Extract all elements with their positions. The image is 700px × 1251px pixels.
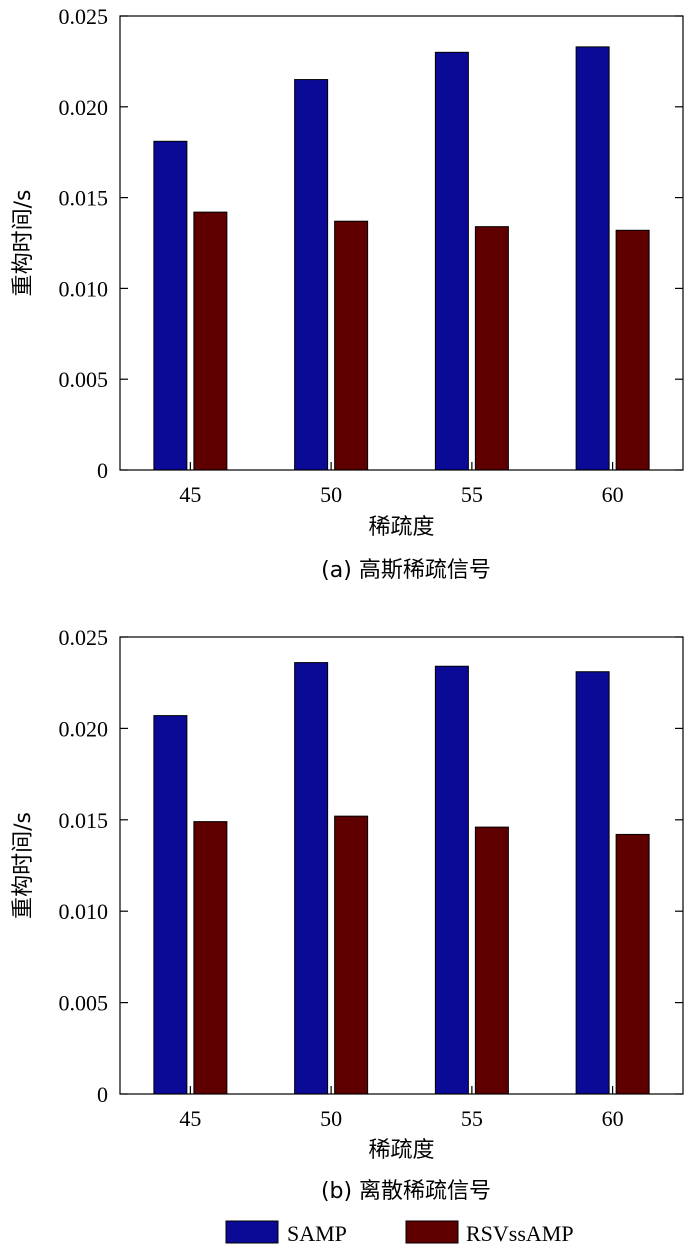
y-axis-title: 重构时间/s	[11, 812, 36, 919]
y-tick-label: 0.020	[59, 95, 109, 120]
plot-frame	[119, 636, 684, 1095]
bar-rsvssamp-60	[615, 229, 650, 471]
x-tick-label: 60	[602, 482, 624, 507]
y-tick-label: 0.015	[59, 808, 109, 833]
chart-a: 45 50 55 60 0 0.005 0.010 0.015 0.020 0.025 重构时间/…	[11, 4, 684, 583]
bar-rsvssamp-45	[193, 821, 228, 1095]
bar-rsvssamp-60	[615, 833, 650, 1095]
x-tick-label: 50	[320, 1106, 342, 1131]
x-axis-title: 稀疏度	[368, 515, 434, 540]
legend-swatch-samp	[225, 1220, 279, 1244]
legend: SAMP RSVssAMP	[225, 1220, 574, 1246]
legend-swatch-rsvssamp	[405, 1220, 459, 1244]
chart-b: 45 50 55 60 0 0.005 0.010 0.015 0.020 0.025 重构时间/…	[11, 625, 684, 1204]
y-tick-label: 0.020	[59, 716, 109, 741]
bar-samp-60	[575, 671, 610, 1095]
y-tick-label: 0.005	[59, 367, 109, 392]
bar-samp-50	[294, 79, 329, 471]
bar-samp-45	[153, 715, 188, 1095]
legend-label-samp: SAMP	[287, 1221, 347, 1246]
bar-samp-45	[153, 140, 188, 471]
bar-samp-60	[575, 46, 610, 471]
y-tick-label: 0.005	[59, 991, 109, 1016]
x-tick-label: 45	[179, 482, 201, 507]
bar-rsvssamp-50	[334, 815, 369, 1095]
chart-caption: (b) 离散稀疏信号	[321, 1179, 491, 1204]
y-tick-label: 0.010	[59, 276, 109, 301]
x-tick-label: 50	[320, 482, 342, 507]
y-axis-title: 重构时间/s	[11, 190, 36, 297]
y-tick-label: 0.015	[59, 186, 109, 211]
bar-samp-55	[434, 665, 469, 1095]
x-tick-label: 45	[179, 1106, 201, 1131]
bar-rsvssamp-55	[474, 826, 509, 1095]
y-tick-label: 0.025	[59, 4, 109, 29]
y-tick-label: 0.025	[59, 625, 109, 650]
bar-rsvssamp-55	[474, 226, 509, 471]
bar-samp-55	[434, 51, 469, 471]
bar-samp-50	[294, 662, 329, 1095]
x-tick-label: 60	[602, 1106, 624, 1131]
bar-rsvssamp-50	[334, 220, 369, 471]
chart-caption: (a) 高斯稀疏信号	[321, 558, 491, 583]
y-tick-label: 0.010	[59, 899, 109, 924]
x-tick-label: 55	[461, 1106, 483, 1131]
y-tick-label: 0	[97, 1082, 108, 1107]
x-tick-label: 55	[461, 482, 483, 507]
x-axis-title: 稀疏度	[368, 1138, 434, 1163]
y-tick-label: 0	[97, 458, 108, 483]
bar-rsvssamp-45	[193, 211, 228, 471]
plot-frame	[119, 15, 684, 471]
legend-label-rsvssamp: RSVssAMP	[466, 1221, 574, 1246]
